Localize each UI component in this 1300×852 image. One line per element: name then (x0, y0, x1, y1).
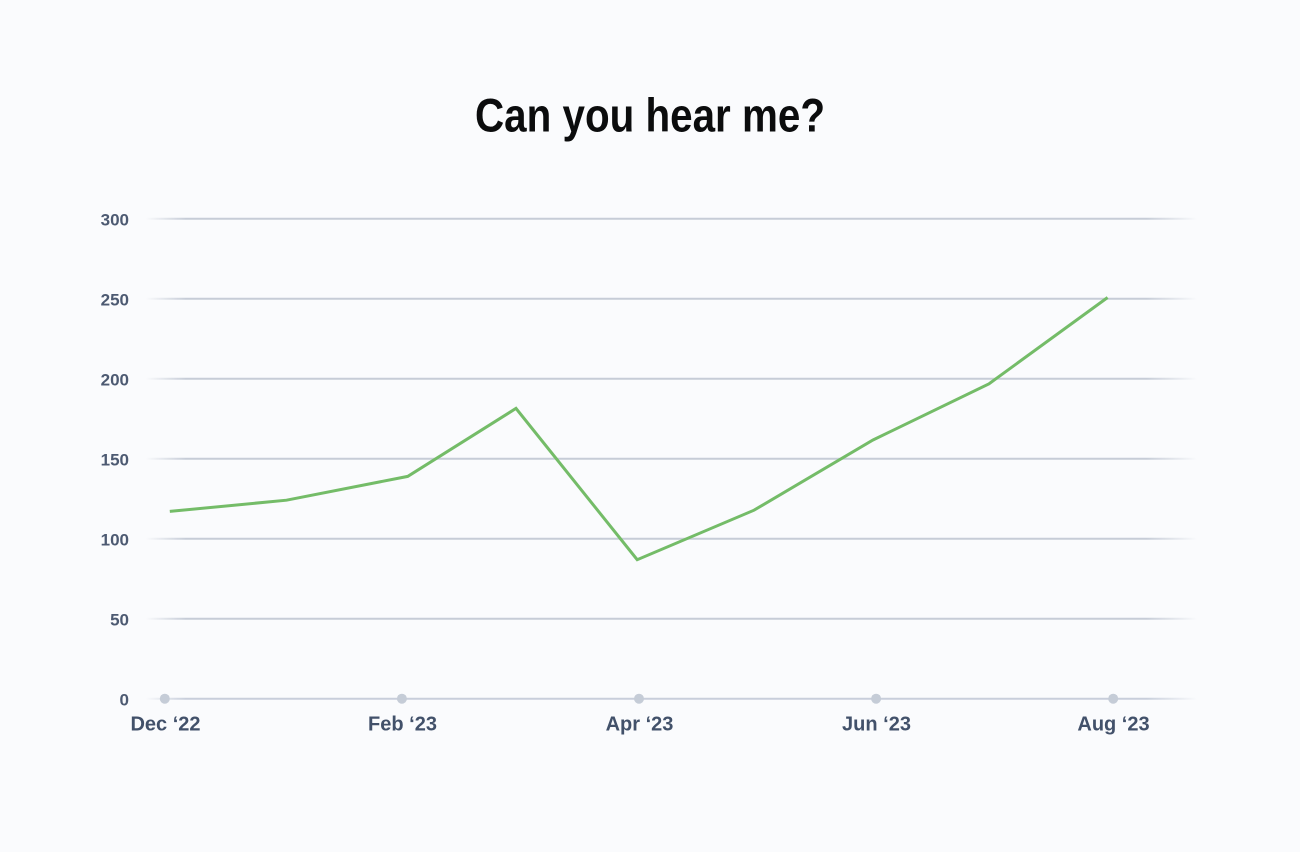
svg-text:Aug ‘23: Aug ‘23 (1077, 714, 1149, 736)
svg-text:100: 100 (101, 530, 129, 549)
svg-text:150: 150 (101, 450, 129, 469)
svg-text:50: 50 (110, 610, 129, 629)
svg-text:Feb ‘23: Feb ‘23 (368, 714, 437, 736)
svg-text:300: 300 (101, 210, 129, 229)
svg-text:Dec ‘22: Dec ‘22 (130, 714, 200, 736)
svg-text:Jun ‘23: Jun ‘23 (842, 714, 911, 736)
svg-text:200: 200 (101, 370, 129, 389)
svg-text:Apr ‘23: Apr ‘23 (606, 714, 674, 736)
svg-text:Can you hear me?: Can you hear me? (475, 89, 825, 142)
svg-text:0: 0 (120, 690, 129, 709)
svg-text:250: 250 (101, 290, 129, 309)
